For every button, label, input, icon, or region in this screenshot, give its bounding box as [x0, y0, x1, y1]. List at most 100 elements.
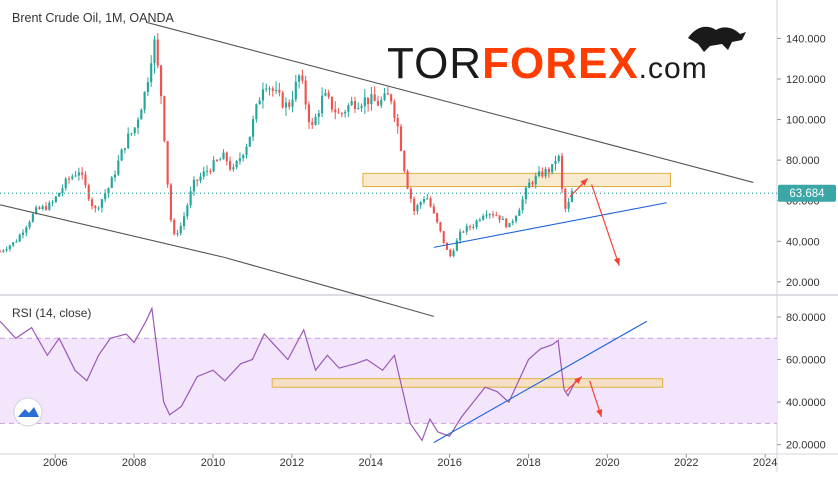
candle-up [501, 218, 504, 220]
candle-up [117, 160, 120, 175]
tv-logo-icon[interactable] [13, 397, 43, 427]
candle-up [2, 250, 5, 252]
candle-up [508, 222, 511, 228]
candle-down [337, 112, 340, 114]
candle-up [61, 188, 64, 193]
candle-down [498, 215, 501, 220]
candle-down [442, 231, 445, 243]
rsi-zone [271, 378, 664, 388]
candle-down [495, 215, 498, 217]
candle-up [452, 250, 455, 257]
candle-up [242, 154, 245, 159]
candle-down [439, 222, 442, 232]
candle-up [475, 220, 478, 227]
candle-up [77, 172, 80, 176]
candle-down [396, 118, 399, 127]
candle-up [238, 158, 242, 162]
candle-up [518, 210, 521, 216]
candle-up [12, 242, 15, 246]
time-tick-label: 2010 [201, 457, 225, 469]
candle-down [403, 150, 406, 172]
candle-up [123, 148, 126, 150]
candle-up [482, 215, 485, 220]
time-tick-label: 2008 [122, 457, 146, 469]
price-tick-label: 120.000 [786, 74, 826, 86]
candle-up [100, 199, 103, 208]
price-chart-title: Brent Crude Oil, 1M, OANDA [12, 11, 175, 25]
candle-up [347, 105, 350, 112]
candle-up [15, 241, 18, 243]
candle-down [311, 122, 314, 125]
candle-up [140, 109, 143, 120]
candle-down [327, 92, 330, 97]
candle-up [248, 136, 251, 147]
candle-down [376, 101, 380, 106]
candle-down [399, 126, 403, 151]
candle-up [222, 152, 225, 160]
candle-down [393, 101, 396, 119]
time-tick-label: 2006 [43, 457, 67, 469]
candle-up [189, 191, 192, 206]
candle-up [5, 249, 8, 251]
candle-up [321, 95, 324, 114]
price-tick-label: 80.000 [786, 155, 820, 167]
rsi-tick-label: 40.0000 [786, 397, 826, 409]
price-arrow-head [613, 257, 620, 266]
rsi-tick-label: 80.0000 [786, 312, 826, 324]
candle-down [94, 206, 97, 209]
candle-up [51, 202, 54, 204]
candle-up [136, 119, 140, 128]
candle-down [225, 152, 228, 162]
candle-down [288, 102, 291, 107]
candle-up [284, 102, 288, 108]
candle-up [179, 226, 182, 234]
candle-up [120, 149, 123, 161]
candle-down [166, 141, 169, 185]
candle-up [455, 240, 458, 251]
candle-up [255, 104, 258, 120]
time-tick-label: 2022 [674, 457, 698, 469]
candle-down [281, 92, 284, 108]
candle-up [472, 226, 475, 228]
candle-up [202, 171, 205, 177]
candle-up [21, 232, 25, 235]
time-tick-label: 2024 [753, 457, 777, 469]
candle-down [564, 188, 567, 209]
price-tick-label: 20.000 [786, 277, 820, 289]
candle-up [350, 101, 353, 106]
candle-up [426, 198, 429, 200]
candle-down [304, 80, 307, 105]
candle-down [373, 94, 376, 102]
candle-up [534, 176, 537, 185]
candle-up [416, 205, 419, 212]
price-pane[interactable] [0, 0, 777, 294]
last-price-label: 63.684 [789, 188, 825, 200]
rsi-tick-label: 20.0000 [786, 440, 826, 452]
candle-down [169, 184, 172, 221]
candle-up [537, 171, 541, 177]
candle-up [261, 89, 265, 101]
candle-down [432, 206, 435, 214]
rsi-tick-label: 60.0000 [786, 355, 826, 367]
rsi-line [0, 306, 577, 442]
candle-down [413, 198, 416, 212]
candle-up [107, 188, 110, 194]
time-tick-label: 2016 [437, 457, 461, 469]
svg-text:TORFOREX.com: TORFOREX.com [387, 39, 708, 88]
candle-up [478, 219, 481, 221]
candle-up [8, 245, 11, 250]
candle-up [110, 177, 113, 189]
candle-up [511, 221, 514, 223]
candle-up [192, 179, 195, 192]
candle-up [48, 202, 51, 210]
candle-up [344, 111, 347, 114]
candle-down [340, 113, 343, 115]
candle-down [531, 182, 534, 185]
logo-prefix: TOR [387, 39, 482, 88]
candle-down [209, 170, 212, 172]
candle-down [173, 220, 176, 235]
candle-up [554, 161, 557, 165]
price-tick-label: 100.000 [786, 115, 826, 127]
